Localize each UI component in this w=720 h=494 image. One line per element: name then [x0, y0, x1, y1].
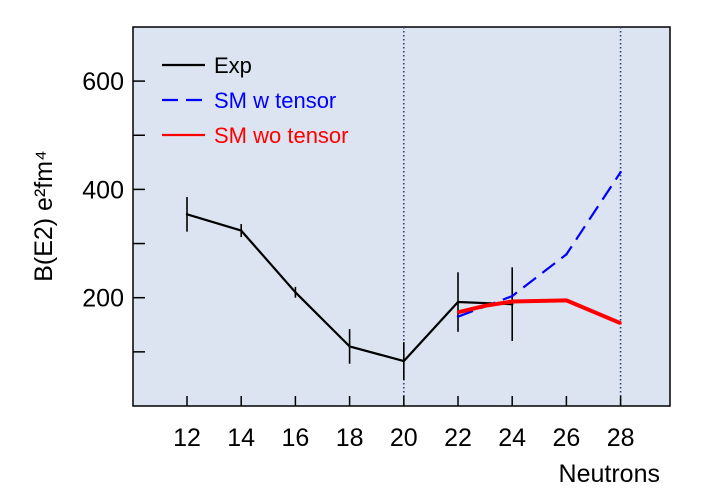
- data-point: [456, 311, 460, 314]
- series-layer: [185, 170, 622, 381]
- x-tick-label: 28: [607, 424, 635, 452]
- reference-lines: [402, 27, 622, 406]
- data-point: [565, 299, 568, 302]
- x-tick-label: 12: [173, 424, 201, 452]
- axis-ticks: 12 14 16 18 20 22 24 26 28 200 400 600: [82, 68, 634, 452]
- data-point: [619, 321, 622, 325]
- x-tick-label: 18: [336, 424, 364, 452]
- data-point: [483, 304, 487, 308]
- data-point: [511, 294, 514, 298]
- x-tick-label: 14: [227, 424, 255, 452]
- x-tick-label: 24: [498, 424, 526, 452]
- y-axis-title: B(E2) e²fm⁴: [30, 150, 58, 282]
- data-point: [456, 315, 460, 318]
- x-tick-label: 20: [390, 424, 418, 452]
- legend: Exp SM w tensor SM wo tensor: [162, 53, 349, 148]
- x-axis-title: Neutrons: [559, 460, 660, 488]
- data-point: [619, 170, 622, 174]
- legend-label: SM wo tensor: [214, 123, 349, 148]
- legend-label: Exp: [214, 53, 252, 78]
- plot-area: [132, 26, 671, 407]
- y-tick-label: 600: [82, 68, 124, 96]
- data-point: [565, 253, 568, 256]
- x-tick-label: 22: [444, 424, 472, 452]
- x-tick-label: 26: [552, 424, 580, 452]
- legend-label: SM w tensor: [214, 88, 336, 113]
- y-tick-label: 400: [82, 176, 124, 204]
- data-point: [511, 300, 514, 303]
- x-tick-label: 16: [281, 424, 309, 452]
- y-tick-label: 200: [82, 285, 124, 313]
